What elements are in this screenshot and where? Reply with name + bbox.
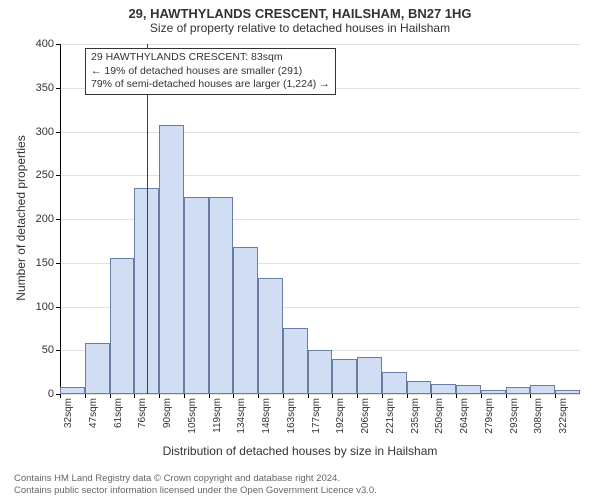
- y-tick-label: 300: [36, 126, 54, 138]
- histogram-bar: [159, 125, 184, 395]
- y-tick-label: 200: [36, 213, 54, 225]
- x-tick-label: 293sqm: [509, 398, 520, 434]
- y-tick-mark: [56, 307, 60, 308]
- x-tick-label: 76sqm: [137, 398, 148, 428]
- credit-line-1: Contains HM Land Registry data © Crown c…: [14, 473, 377, 484]
- y-tick-label: 100: [36, 301, 54, 313]
- x-tick-mark: [555, 394, 556, 398]
- histogram-bar: [555, 390, 580, 394]
- histogram-bar: [407, 381, 432, 394]
- x-tick-mark: [85, 394, 86, 398]
- histogram-bar: [85, 343, 110, 394]
- x-tick-mark: [481, 394, 482, 398]
- x-tick-label: 163sqm: [286, 398, 297, 434]
- x-tick-label: 47sqm: [88, 398, 99, 428]
- y-tick-label: 50: [42, 344, 54, 356]
- x-tick-label: 308sqm: [533, 398, 544, 434]
- gridline: [60, 132, 580, 133]
- x-tick-mark: [110, 394, 111, 398]
- x-axis-label: Distribution of detached houses by size …: [0, 444, 600, 458]
- x-tick-mark: [456, 394, 457, 398]
- x-tick-label: 90sqm: [162, 398, 173, 428]
- x-tick-label: 119sqm: [212, 398, 223, 433]
- plot-area: 05010015020025030035040032sqm47sqm61sqm7…: [60, 44, 580, 394]
- histogram-bar: [506, 387, 531, 394]
- x-tick-mark: [283, 394, 284, 398]
- histogram-bar: [431, 384, 456, 395]
- y-tick-mark: [56, 88, 60, 89]
- histogram-bar: [481, 390, 506, 394]
- histogram-bar: [357, 357, 382, 394]
- histogram-bar: [283, 328, 308, 394]
- y-tick-label: 250: [36, 169, 54, 181]
- histogram-bar: [258, 278, 283, 394]
- x-tick-mark: [382, 394, 383, 398]
- histogram-bar: [184, 197, 209, 394]
- y-axis-label: Number of detached properties: [14, 135, 28, 300]
- gridline: [60, 175, 580, 176]
- histogram-bar: [332, 359, 357, 394]
- x-tick-mark: [159, 394, 160, 398]
- x-tick-label: 221sqm: [385, 398, 396, 434]
- annotation-line: 79% of semi-detached houses are larger (…: [91, 78, 330, 92]
- x-tick-mark: [209, 394, 210, 398]
- x-tick-label: 264sqm: [459, 398, 470, 434]
- x-tick-label: 250sqm: [434, 398, 445, 434]
- y-tick-label: 350: [36, 82, 54, 94]
- x-tick-mark: [530, 394, 531, 398]
- x-tick-mark: [258, 394, 259, 398]
- x-tick-mark: [332, 394, 333, 398]
- gridline: [60, 394, 580, 395]
- gridline: [60, 44, 580, 45]
- y-tick-mark: [56, 219, 60, 220]
- x-tick-label: 177sqm: [311, 398, 322, 434]
- credit-line-2: Contains public sector information licen…: [14, 485, 377, 496]
- y-tick-label: 400: [36, 38, 54, 50]
- x-tick-mark: [233, 394, 234, 398]
- x-tick-mark: [134, 394, 135, 398]
- x-tick-mark: [357, 394, 358, 398]
- x-tick-mark: [60, 394, 61, 398]
- x-tick-mark: [407, 394, 408, 398]
- histogram-bar: [308, 350, 333, 394]
- y-tick-mark: [56, 350, 60, 351]
- chart-container: 29, HAWTHYLANDS CRESCENT, HAILSHAM, BN27…: [0, 0, 600, 500]
- x-tick-mark: [506, 394, 507, 398]
- y-tick-mark: [56, 132, 60, 133]
- credit-text: Contains HM Land Registry data © Crown c…: [14, 473, 377, 496]
- histogram-bar: [60, 387, 85, 394]
- x-tick-mark: [184, 394, 185, 398]
- x-tick-label: 235sqm: [410, 398, 421, 434]
- x-tick-label: 105sqm: [187, 398, 198, 434]
- chart-subtitle: Size of property relative to detached ho…: [0, 21, 600, 39]
- y-tick-label: 0: [48, 388, 54, 400]
- x-tick-mark: [308, 394, 309, 398]
- histogram-bar: [530, 385, 555, 394]
- histogram-bar: [209, 197, 234, 394]
- x-tick-label: 134sqm: [236, 398, 247, 434]
- x-tick-label: 206sqm: [360, 398, 371, 434]
- histogram-bar: [233, 247, 258, 394]
- annotation-line: ← 19% of detached houses are smaller (29…: [91, 65, 330, 79]
- chart-title-address: 29, HAWTHYLANDS CRESCENT, HAILSHAM, BN27…: [0, 0, 600, 21]
- x-tick-label: 32sqm: [63, 398, 74, 428]
- x-tick-label: 192sqm: [335, 398, 346, 434]
- y-tick-mark: [56, 44, 60, 45]
- annotation-box: 29 HAWTHYLANDS CRESCENT: 83sqm← 19% of d…: [85, 48, 336, 95]
- marker-line: [147, 44, 148, 394]
- x-tick-mark: [431, 394, 432, 398]
- y-tick-mark: [56, 175, 60, 176]
- x-tick-label: 279sqm: [484, 398, 495, 434]
- histogram-bar: [456, 385, 481, 394]
- y-tick-mark: [56, 263, 60, 264]
- x-tick-label: 61sqm: [113, 398, 124, 428]
- y-tick-label: 150: [36, 257, 54, 269]
- histogram-bar: [110, 258, 135, 394]
- histogram-bar: [382, 372, 407, 394]
- annotation-line: 29 HAWTHYLANDS CRESCENT: 83sqm: [91, 51, 330, 65]
- x-tick-label: 322sqm: [558, 398, 569, 434]
- x-tick-label: 148sqm: [261, 398, 272, 434]
